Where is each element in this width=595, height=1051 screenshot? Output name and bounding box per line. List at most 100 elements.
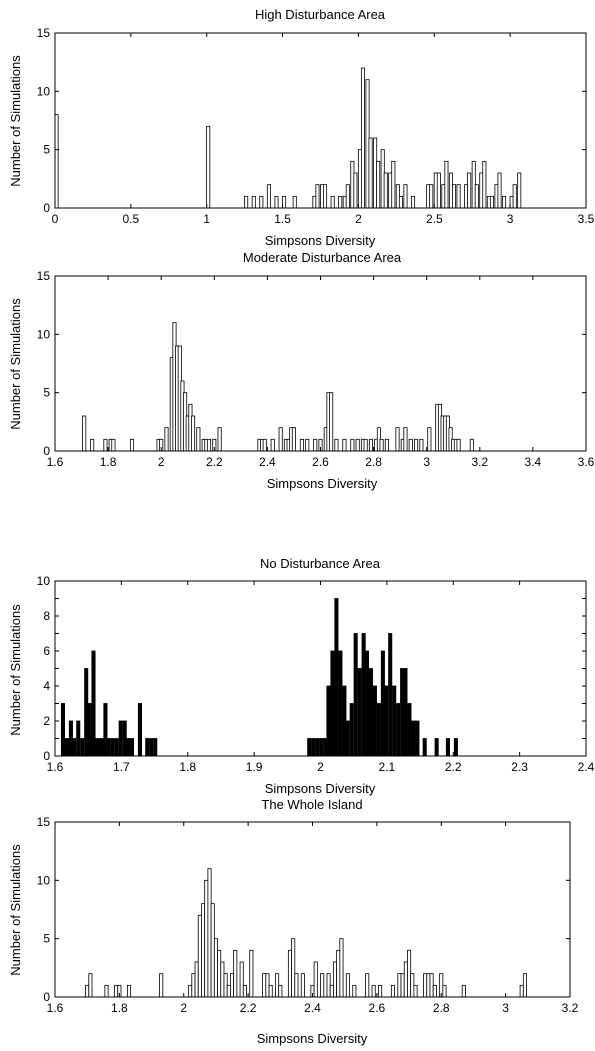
histogram-bar (326, 685, 331, 757)
histogram-bar (197, 914, 202, 998)
histogram-bar (353, 172, 358, 209)
histogram-bar (512, 184, 517, 209)
histogram-bar (275, 973, 280, 998)
histogram-bar (129, 738, 135, 757)
histogram-bar (242, 984, 247, 998)
histogram-bar (244, 195, 249, 209)
histogram-bar (99, 738, 104, 757)
y-tick-label: 0 (43, 201, 50, 215)
histogram-bar (196, 427, 201, 452)
histogram-bar (517, 172, 522, 209)
histogram-bar (432, 984, 437, 998)
y-tick-label: 4 (43, 679, 50, 693)
histogram-bar (345, 973, 350, 998)
bar-series (60, 598, 458, 757)
y-axis-label: Number of Simulations (8, 55, 23, 187)
histogram-bar (262, 438, 267, 452)
histogram-bar (300, 973, 305, 998)
histogram-bar (287, 949, 292, 998)
histogram-bar (361, 633, 366, 757)
histogram-bar (164, 427, 169, 452)
histogram-bar (88, 973, 93, 998)
x-tick-label: 1 (203, 212, 210, 226)
histogram-bar (68, 720, 73, 757)
histogram-bar (82, 415, 87, 452)
histogram-bar (482, 160, 487, 209)
x-tick-label: 0.5 (123, 212, 140, 226)
histogram-bar (355, 438, 360, 452)
histogram-bar (380, 650, 385, 757)
histogram-bar (398, 195, 403, 209)
histogram-bar (519, 984, 524, 998)
x-tick-label: 2.2 (240, 1001, 257, 1015)
histogram-bar (334, 438, 339, 452)
x-tick-label: 2.8 (365, 455, 382, 469)
histogram-bar (278, 984, 283, 998)
x-axis-label: Simpsons Diversity (265, 233, 376, 248)
x-tick-label: 1.8 (100, 455, 117, 469)
histogram-bar (364, 650, 369, 757)
histogram-bar (292, 195, 297, 209)
histogram-bar (159, 973, 164, 998)
x-tick-label: 1.9 (246, 760, 263, 774)
histogram-bar (111, 438, 116, 452)
histogram-bar (201, 903, 206, 998)
y-tick-label: 15 (37, 26, 51, 40)
plot-frame (54, 580, 587, 757)
histogram-bar (489, 195, 494, 209)
histogram-bar (103, 703, 108, 757)
y-tick-label: 5 (43, 143, 50, 157)
histogram-bar (110, 738, 115, 757)
histogram-bar (426, 973, 431, 998)
x-tick-label: 3.4 (525, 455, 542, 469)
histogram-bar (502, 195, 507, 209)
axis-ticks: 1.6 1.8 2 2.2 2.4 2.6 2.8 3 3.2 0 5 10 15 (37, 815, 579, 1015)
histogram-bar (391, 160, 396, 209)
histogram-bar (268, 984, 273, 998)
bar-series (82, 322, 474, 452)
panel-no-disturbance: No Disturbance Area Number of Simulation… (8, 556, 595, 796)
y-tick-label: 0 (43, 990, 50, 1004)
histogram-bar (411, 195, 416, 209)
bar-series (54, 67, 522, 209)
y-tick-label: 6 (43, 644, 50, 658)
histogram-bar (103, 438, 108, 452)
histogram-bar (266, 184, 271, 209)
histogram-bar (106, 738, 111, 757)
y-tick-label: 15 (37, 269, 51, 283)
histogram-bar (396, 703, 401, 757)
histogram-bar (423, 973, 428, 998)
histogram-bar (278, 427, 283, 452)
panel-whole-island: The Whole Island Number of Simulations S… (8, 797, 579, 1046)
histogram-bar (220, 961, 225, 998)
y-tick-label: 15 (37, 815, 51, 829)
histogram-bar (90, 438, 95, 452)
histogram-bar (342, 685, 347, 757)
histogram-bar (413, 984, 418, 998)
histogram-bar (118, 720, 123, 757)
panel-title: High Disturbance Area (255, 7, 386, 22)
x-tick-label: 3.2 (471, 455, 488, 469)
x-tick-label: 2 (317, 760, 324, 774)
histogram-bar (350, 438, 355, 452)
x-tick-label: 2.6 (369, 1001, 386, 1015)
x-tick-label: 2.3 (511, 760, 528, 774)
y-tick-label: 5 (43, 932, 50, 946)
axis-ticks: 0 0.5 1 1.5 2 2.5 3 3.5 0 5 10 15 (37, 26, 595, 226)
histogram-bar (125, 738, 131, 757)
histogram-bar (60, 703, 66, 757)
panel-high-disturbance: High Disturbance Area Number of Simulati… (8, 7, 595, 248)
x-tick-label: 2.4 (259, 455, 276, 469)
x-tick-label: 2.4 (304, 1001, 321, 1015)
y-tick-label: 10 (37, 84, 51, 98)
histogram-bar (522, 973, 527, 998)
histogram-bar (188, 984, 193, 998)
histogram-bar (408, 438, 413, 452)
histogram-bar (378, 984, 383, 998)
y-tick-label: 0 (43, 444, 50, 458)
histogram-bar (85, 984, 90, 998)
histogram-bar (307, 738, 312, 757)
histogram-bar (311, 738, 316, 757)
histogram-bar (410, 973, 415, 998)
histogram-bar (326, 973, 331, 998)
